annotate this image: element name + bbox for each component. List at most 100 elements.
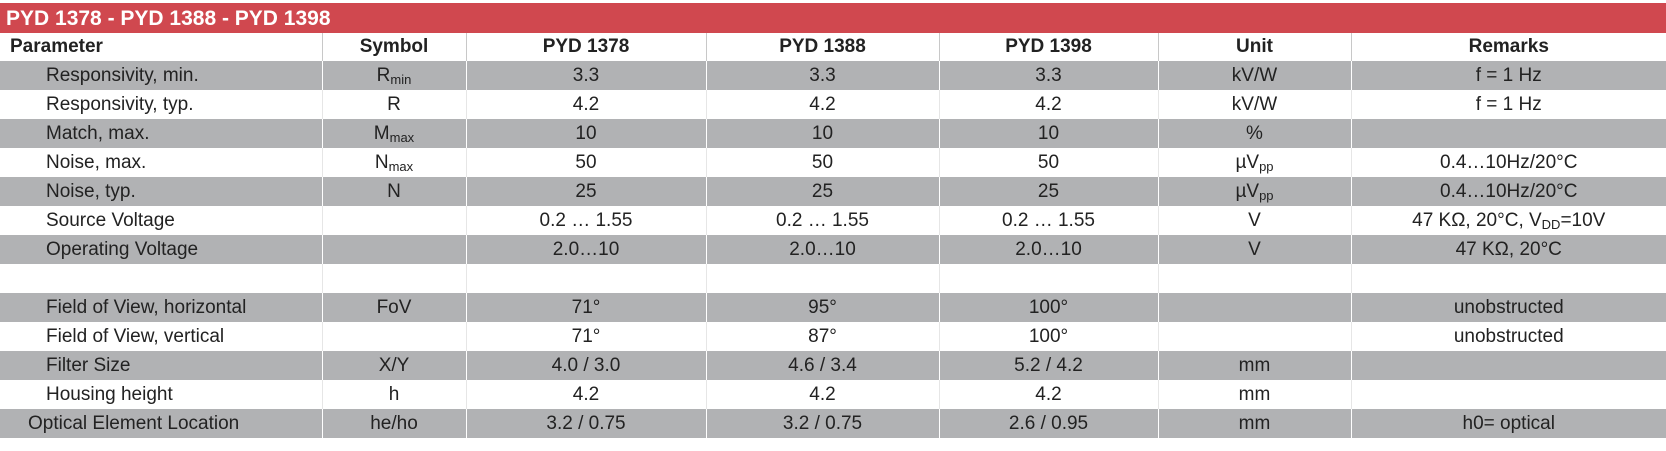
cell-parameter: Optical Element Location	[0, 409, 322, 438]
cell-pyd1378: 2.0…10	[465, 235, 706, 264]
cell-remarks: 47 KΩ, 20°C	[1350, 235, 1666, 264]
cell-pyd1398: 0.2 … 1.55	[938, 206, 1158, 235]
cell-pyd1398: 100°	[938, 293, 1158, 322]
parameter-text: Noise, typ.	[46, 180, 136, 202]
remark-text: unobstructed	[1453, 325, 1564, 347]
cell-parameter: Field of View, vertical	[0, 322, 322, 351]
cell-parameter: Filter Size	[0, 351, 322, 380]
cell-remarks: 47 KΩ, 20°C, VDD=10V	[1350, 206, 1666, 235]
cell-symbol	[321, 206, 466, 235]
table-row: Noise, typ. N 25 25 25 µVpp 0.4…10Hz/20°C	[0, 177, 1666, 206]
cell-remarks: unobstructed	[1350, 322, 1666, 351]
cell-unit: %	[1157, 119, 1351, 148]
unit-text: mm	[1238, 354, 1271, 376]
cell-remarks: 0.4…10Hz/20°C	[1350, 177, 1666, 206]
cell-remarks: h0= optical	[1350, 409, 1666, 438]
cell-symbol: R	[321, 90, 466, 119]
cell-symbol: Rmin	[321, 61, 466, 90]
remark-text: f = 1 Hz	[1475, 93, 1542, 115]
cell-unit: µVpp	[1157, 148, 1351, 177]
cell-parameter: Responsivity, typ.	[0, 90, 322, 119]
table-row	[0, 264, 1666, 293]
remark-text-suffix: =10V	[1560, 209, 1606, 231]
cell-pyd1398	[938, 264, 1158, 293]
remark-text: f = 1 Hz	[1475, 64, 1542, 86]
cell-pyd1388: 10	[705, 119, 939, 148]
spec-table: Parameter Symbol PYD 1378 PYD 1388 PYD 1…	[0, 33, 1666, 438]
cell-pyd1398: 2.6 / 0.95	[938, 409, 1158, 438]
cell-symbol	[321, 264, 466, 293]
cell-unit	[1157, 322, 1351, 351]
cell-symbol: FoV	[321, 293, 466, 322]
cell-pyd1398: 25	[938, 177, 1158, 206]
table-title: PYD 1378 - PYD 1388 - PYD 1398	[0, 3, 1666, 33]
cell-symbol: he/ho	[321, 409, 466, 438]
cell-pyd1388: 2.0…10	[705, 235, 939, 264]
cell-remarks: f = 1 Hz	[1350, 61, 1666, 90]
symbol-subscript: max	[389, 129, 415, 145]
cell-pyd1378: 0.2 … 1.55	[465, 206, 706, 235]
cell-remarks: unobstructed	[1350, 293, 1666, 322]
cell-unit: mm	[1157, 351, 1351, 380]
remark-text: 47 KΩ, 20°C	[1455, 238, 1562, 260]
remark-text: 47 KΩ, 20°C, V	[1412, 209, 1542, 231]
cell-pyd1388	[705, 264, 939, 293]
parameter-text: Noise, max.	[46, 151, 147, 173]
cell-parameter	[0, 264, 322, 293]
parameter-text: Match, max.	[46, 122, 150, 144]
unit-text: mm	[1238, 412, 1271, 434]
remark-text: unobstructed	[1453, 296, 1564, 318]
cell-unit	[1157, 264, 1351, 293]
parameter-text: Operating Voltage	[46, 238, 199, 260]
cell-symbol	[321, 322, 466, 351]
cell-pyd1378: 4.0 / 3.0	[465, 351, 706, 380]
cell-pyd1388: 95°	[705, 293, 939, 322]
remark-text: h0= optical	[1462, 412, 1555, 434]
table-row: Optical Element Location he/ho 3.2 / 0.75 3…	[0, 409, 1666, 438]
table-row: Field of View, horizontal FoV 71° 95° 100° un…	[0, 293, 1666, 322]
cell-symbol: Mmax	[321, 119, 466, 148]
cell-symbol	[321, 235, 466, 264]
remark-subscript: DD	[1541, 216, 1561, 232]
cell-pyd1398: 5.2 / 4.2	[938, 351, 1158, 380]
cell-unit: kV/W	[1157, 61, 1351, 90]
cell-parameter: Match, max.	[0, 119, 322, 148]
cell-remarks	[1350, 380, 1666, 409]
cell-pyd1398: 2.0…10	[938, 235, 1158, 264]
cell-pyd1388: 4.6 / 3.4	[705, 351, 939, 380]
cell-pyd1388: 25	[705, 177, 939, 206]
remark-text: 0.4…10Hz/20°C	[1440, 151, 1578, 173]
header-pyd1388: PYD 1388	[705, 33, 939, 61]
cell-unit: mm	[1157, 380, 1351, 409]
cell-symbol: h	[321, 380, 466, 409]
table-row: Housing height h 4.2 4.2 4.2 mm	[0, 380, 1666, 409]
spec-table-container: PYD 1378 - PYD 1388 - PYD 1398 Parameter…	[0, 3, 1666, 438]
cell-remarks: 0.4…10Hz/20°C	[1350, 148, 1666, 177]
cell-pyd1388: 3.3	[705, 61, 939, 90]
cell-pyd1378: 4.2	[465, 90, 706, 119]
cell-pyd1398: 4.2	[938, 90, 1158, 119]
cell-pyd1378: 71°	[465, 322, 706, 351]
cell-pyd1378	[465, 264, 706, 293]
unit-text: kV/W	[1231, 93, 1278, 115]
cell-pyd1378: 71°	[465, 293, 706, 322]
symbol-text: M	[373, 122, 390, 144]
table-body: Responsivity, min. Rmin 3.3 3.3 3.3 kV/W f = 1…	[0, 61, 1666, 438]
symbol-text: X/Y	[378, 354, 410, 376]
unit-subscript: pp	[1259, 187, 1274, 203]
symbol-text: h	[388, 383, 400, 405]
unit-text: kV/W	[1231, 64, 1278, 86]
unit-subscript: pp	[1259, 158, 1274, 174]
symbol-text: R	[376, 64, 391, 86]
unit-text: V	[1248, 209, 1261, 231]
symbol-text: R	[387, 93, 401, 115]
header-parameter: Parameter	[0, 33, 322, 61]
symbol-text: N	[387, 180, 401, 202]
cell-unit: V	[1157, 206, 1351, 235]
symbol-subscript: max	[388, 158, 414, 174]
cell-remarks	[1350, 264, 1666, 293]
cell-parameter: Responsivity, min.	[0, 61, 322, 90]
cell-pyd1388: 50	[705, 148, 939, 177]
parameter-text: Housing height	[46, 383, 173, 405]
cell-pyd1388: 4.2	[705, 380, 939, 409]
